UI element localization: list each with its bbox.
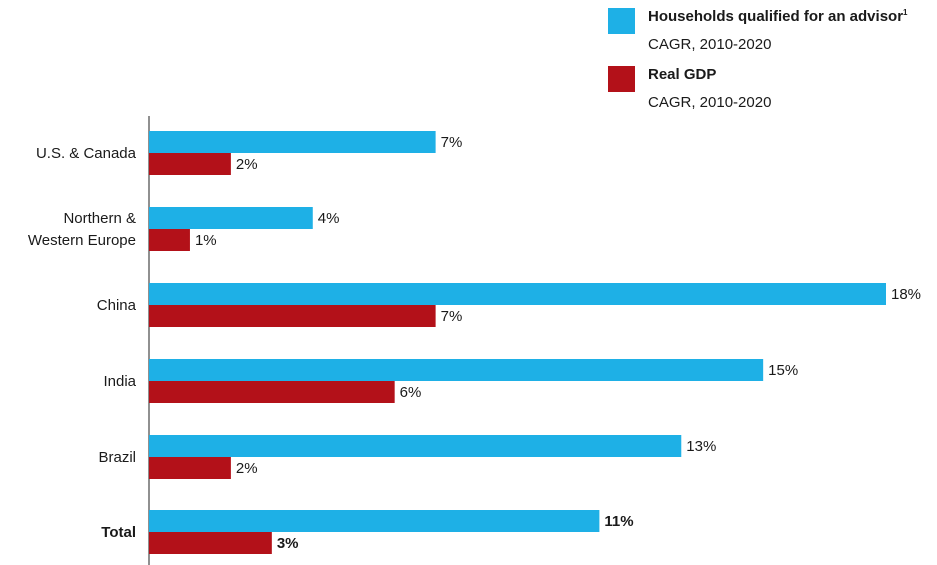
bar-india-real-gdp <box>149 381 395 403</box>
legend-sublabel-real-gdp: CAGR, 2010-2020 <box>648 94 772 111</box>
legend-swatch-households <box>608 8 635 34</box>
legend: Households qualified for an advisor1 CAG… <box>608 8 928 124</box>
bar-u-s-and-canada-real-gdp <box>149 153 231 175</box>
value-label-northern-and-western-europe-households: 4% <box>318 210 340 227</box>
bar-china-households <box>149 283 886 305</box>
value-label-total-households: 11% <box>604 513 633 530</box>
legend-label-real-gdp: Real GDP <box>648 66 717 83</box>
value-label-china-households: 18% <box>891 286 921 303</box>
legend-swatch-real-gdp <box>608 66 635 92</box>
bar-brazil-households <box>149 435 682 457</box>
legend-label-households: Households qualified for an advisor1 <box>648 8 908 25</box>
value-label-northern-and-western-europe-real-gdp: 1% <box>195 232 217 249</box>
bar-india-households <box>149 359 764 381</box>
value-label-brazil-households: 13% <box>686 438 716 455</box>
legend-item-households: Households qualified for an advisor1 CAG… <box>608 8 928 66</box>
category-label-china: China <box>97 297 137 314</box>
value-label-total-real-gdp: 3% <box>277 535 299 552</box>
category-label-india: India <box>103 373 136 390</box>
bar-china-real-gdp <box>149 305 436 327</box>
value-label-u-s-and-canada-households: 7% <box>441 134 463 151</box>
value-label-u-s-and-canada-real-gdp: 2% <box>236 156 258 173</box>
bar-northern-and-western-europe-real-gdp <box>149 229 190 251</box>
category-label-total: Total <box>101 524 136 541</box>
bar-total-households <box>149 510 600 532</box>
legend-item-real-gdp: Real GDP CAGR, 2010-2020 <box>608 66 928 124</box>
category-label-u-s-and-canada: U.S. & Canada <box>36 145 137 162</box>
bar-total-real-gdp <box>149 532 272 554</box>
bar-brazil-real-gdp <box>149 457 231 479</box>
value-label-india-households: 15% <box>768 362 798 379</box>
category-label-brazil: Brazil <box>98 449 136 466</box>
category-label-northern-and-western-europe: Northern & Western Europe <box>28 210 136 249</box>
value-label-india-real-gdp: 6% <box>400 384 422 401</box>
legend-sublabel-households: CAGR, 2010-2020 <box>648 36 772 53</box>
value-label-brazil-real-gdp: 2% <box>236 460 258 477</box>
bar-u-s-and-canada-households <box>149 131 436 153</box>
bar-northern-and-western-europe-households <box>149 207 313 229</box>
value-label-china-real-gdp: 7% <box>441 308 463 325</box>
